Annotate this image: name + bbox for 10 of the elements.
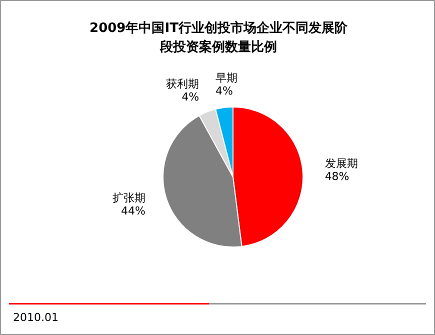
data-label: 44% xyxy=(121,204,146,218)
slice-label: 扩张期 xyxy=(112,191,146,204)
data-label: 48% xyxy=(324,170,350,184)
slice-label: 早期 xyxy=(215,72,238,85)
data-label: 4% xyxy=(215,84,233,98)
data-label: 4% xyxy=(182,90,200,104)
slice-label: 发展期 xyxy=(324,157,358,170)
chart-title: 2009年中国IT行业创投市场企业不同发展阶段投资案例数量比例 xyxy=(88,20,348,57)
text: 2010.01 xyxy=(13,311,58,324)
slice-label: 获利期 xyxy=(166,77,200,90)
